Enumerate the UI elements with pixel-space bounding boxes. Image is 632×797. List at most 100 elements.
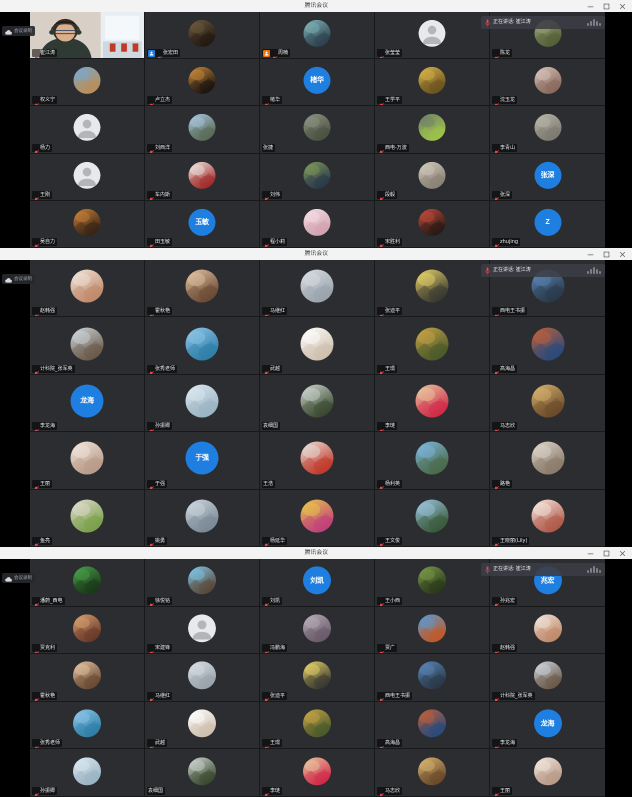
participant-tile[interactable]: 西电-万波 (375, 106, 490, 154)
participant-tile[interactable]: 计科院_张军英 (30, 317, 145, 375)
participant-tile[interactable]: 程小莉 (260, 200, 375, 248)
participant-tile[interactable]: 徐悦铭 (145, 559, 260, 607)
minimize-button[interactable] (582, 0, 598, 12)
participant-tile[interactable]: 张迪平 (260, 654, 375, 702)
participant-tile[interactable]: 王璟 (375, 317, 490, 375)
participant-tile[interactable]: 宋建锋 (145, 606, 260, 655)
avatar-initials: 玉敏 (195, 218, 209, 226)
participant-tile[interactable]: 周楠 (260, 12, 375, 60)
close-button[interactable] (614, 248, 630, 260)
participant-tile[interactable]: 张莹莹 (375, 12, 490, 60)
avatar (300, 327, 334, 361)
minimize-button[interactable] (582, 547, 598, 559)
participant-tile[interactable]: 刘凯 刘凯 (260, 559, 375, 607)
participant-tile[interactable]: 李青山 (490, 106, 605, 154)
participant-tile[interactable]: 袁细国 (145, 749, 260, 797)
participant-tile[interactable]: 姚勇 (145, 489, 260, 547)
participant-tile[interactable]: 王丽 (30, 432, 145, 490)
participant-tile[interactable]: 马志欣 (490, 374, 605, 433)
participant-tile[interactable]: 龙海 李龙海 (30, 374, 145, 433)
participant-tile[interactable]: 赵韩强 (490, 606, 605, 655)
participant-tile[interactable]: 张深 张深 (490, 153, 605, 201)
participant-tile[interactable]: 霍秋艳 (30, 654, 145, 702)
participant-tile[interactable]: 武越 (145, 701, 260, 750)
participant-tile[interactable]: 霍秋艳 (145, 260, 260, 318)
recording-indicator[interactable]: 会议录制 (2, 274, 35, 284)
maximize-button[interactable] (598, 0, 614, 12)
participant-gallery: 赵韩强 霍秋艳 马继红 张迪平 西电王书振 计科院_张军英 张秀老师 武越 王璟 高海昌 龙海 李龙海… (0, 260, 632, 547)
participant-tile[interactable]: 沈玉龙 (490, 59, 605, 107)
participant-tile[interactable]: 高海昌 (490, 317, 605, 375)
participant-tile[interactable]: 高海昌 (375, 701, 490, 750)
participant-name-bar: 徐悦铭 (147, 596, 173, 606)
participant-tile[interactable]: 王学平 (375, 59, 490, 107)
participant-tile[interactable]: 王文俊 (375, 489, 490, 547)
close-button[interactable] (614, 0, 630, 12)
participant-tile[interactable]: 杨利英 (375, 432, 490, 490)
participant-tile[interactable]: 路艳 (490, 432, 605, 490)
participant-tile[interactable]: 王丽 (490, 749, 605, 797)
participant-tile[interactable]: 袁细国 (260, 374, 375, 433)
participant-tile[interactable]: 王浩 (260, 432, 375, 490)
participant-tile[interactable]: 楮华 楮华 (260, 59, 375, 107)
participant-tile[interactable]: 西电王书振 (375, 654, 490, 702)
speaker-mic-icon (485, 14, 490, 32)
recording-indicator[interactable]: 会议录制 (2, 26, 35, 36)
participant-tile[interactable]: 吴自力 (30, 200, 145, 248)
participant-tile[interactable]: 张迪平 (375, 260, 490, 318)
participant-tile[interactable]: 李琏 (375, 374, 490, 433)
participant-tile[interactable]: 孙振卿 (145, 374, 260, 433)
participant-tile[interactable]: 于强 于强 (145, 432, 260, 490)
participant-tile[interactable]: 杨力 (30, 106, 145, 154)
participant-tile[interactable]: 张捷 (260, 106, 375, 154)
participant-tile[interactable]: 鱼亮 (30, 489, 145, 547)
participant-name-bar: 张宏田 (147, 49, 181, 59)
participant-tile[interactable]: 车内斯 (145, 153, 260, 201)
minimize-button[interactable] (582, 248, 598, 260)
participant-tile[interactable]: 玉敏 田玉敏 (145, 200, 260, 248)
participant-tile[interactable]: 贾克利 (30, 606, 145, 655)
participant-name: 鱼亮 (40, 537, 51, 544)
mic-muted-icon (148, 740, 154, 749)
participant-tile[interactable]: 王璟 (260, 701, 375, 750)
maximize-button[interactable] (598, 547, 614, 559)
participant-tile[interactable]: 马继红 (145, 654, 260, 702)
participant-tile[interactable]: 孙振卿 (30, 749, 145, 797)
participant-name-bar: 袁细国 (262, 422, 281, 431)
participant-tile[interactable]: 段毅 (375, 153, 490, 201)
participant-tile[interactable]: 计科院_张军英 (490, 654, 605, 702)
participant-tile[interactable]: 马继红 (260, 260, 375, 318)
mic-muted-icon (33, 50, 39, 59)
participant-tile[interactable]: 龙海 李龙海 (490, 701, 605, 750)
participant-name-bar: 赵韩强 (492, 644, 518, 654)
participant-tile[interactable]: 张宏田 (145, 12, 260, 60)
window-titlebar[interactable]: 腾讯会议 (0, 0, 632, 12)
window-titlebar[interactable]: 腾讯会议 (0, 248, 632, 260)
recording-indicator[interactable]: 会议录制 (2, 573, 35, 583)
participant-tile[interactable]: 贾广 (375, 606, 490, 655)
participant-tile[interactable]: 潘蔚_西电 (30, 559, 145, 607)
maximize-button[interactable] (598, 248, 614, 260)
participant-tile[interactable]: 崔江涛 (30, 12, 145, 60)
window-titlebar[interactable]: 腾讯会议 (0, 547, 632, 559)
participant-tile[interactable]: 冯鹏海 (260, 606, 375, 655)
participant-tile[interactable]: 武越 (260, 317, 375, 375)
participant-tile[interactable]: 权义宁 (30, 59, 145, 107)
mic-muted-icon (378, 308, 384, 317)
participant-tile[interactable]: 赵韩强 (30, 260, 145, 318)
participant-tile[interactable]: 张秀老师 (145, 317, 260, 375)
participant-tile[interactable]: 王刚 (30, 153, 145, 201)
participant-tile[interactable]: 刘西洋 (145, 106, 260, 154)
participant-tile[interactable]: 宋胜利 (375, 200, 490, 248)
participant-tile[interactable]: 马志欣 (375, 749, 490, 797)
participant-tile[interactable]: 杨延华 (260, 489, 375, 547)
participant-tile[interactable]: 李琏 (260, 749, 375, 797)
close-button[interactable] (614, 547, 630, 559)
participant-tile[interactable]: 王小西 (375, 559, 490, 607)
audio-wave-icon (587, 19, 601, 26)
participant-tile[interactable]: 王晓丽(Lily) (490, 489, 605, 547)
participant-tile[interactable]: 张秀老师 (30, 701, 145, 750)
participant-tile[interactable]: 卢立杰 (145, 59, 260, 107)
participant-tile[interactable]: 刘伟 (260, 153, 375, 201)
